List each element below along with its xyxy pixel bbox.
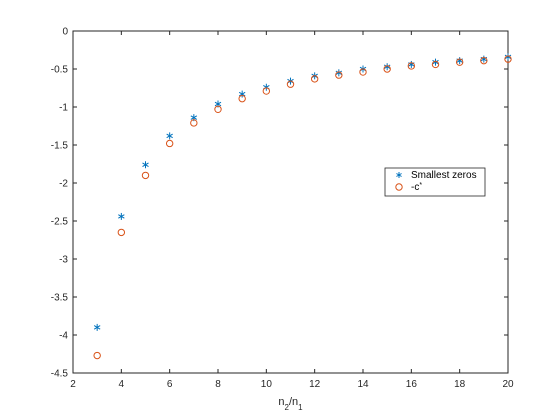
y-tick-label: -1: [59, 103, 68, 114]
x-tick-label: 18: [454, 379, 466, 390]
y-tick-label: -4.5: [51, 369, 69, 380]
x-tick-label: 2: [70, 379, 76, 390]
c-star-point: [431, 60, 440, 69]
x-tick-label: 14: [357, 379, 369, 390]
c-star-point: [214, 105, 222, 113]
y-tick-label: -1.5: [51, 141, 69, 152]
legend-label-smallest-zeros: Smallest zeros: [411, 170, 477, 181]
x-tick-label: 6: [167, 379, 173, 390]
y-tick-label: -0.5: [51, 65, 69, 76]
smallest-zeros-point: [118, 212, 125, 220]
x-tick-label: 10: [261, 379, 273, 390]
c-star-point: [335, 71, 343, 79]
c-star-point: [504, 55, 512, 63]
smallest-zeros-point: [166, 132, 173, 140]
c-star-point: [455, 58, 464, 66]
c-star-point: [238, 94, 246, 103]
legend-entry-c-star: -c*: [395, 182, 422, 194]
y-axis-ticks: 0 -0.5 -1 -1.5 -2 -2.5 -3 -3.5 -4 -4.5: [51, 27, 508, 380]
smallest-zeros-point: [142, 161, 149, 169]
c-star-point: [310, 75, 319, 83]
c-star-point: [165, 139, 174, 148]
smallest-zeros-point: [432, 58, 439, 66]
x-axis-label-separator: /n: [289, 396, 298, 408]
legend-asterisk-marker: [396, 172, 402, 178]
x-axis-label-sub1: 2: [285, 403, 290, 412]
c-star-point: [383, 65, 391, 73]
x-axis-label: n2/n1: [278, 396, 303, 412]
y-tick-label: -2: [59, 179, 68, 190]
y-tick-label: -4: [59, 331, 68, 342]
legend-label-c-star: -c*: [411, 182, 422, 194]
smallest-zeros-point: [504, 53, 512, 61]
x-tick-label: 4: [119, 379, 125, 390]
x-tick-label: 8: [215, 379, 221, 390]
c-star-point: [359, 68, 367, 76]
legend-label-c-star-superscript: *: [419, 182, 422, 189]
svg-text:n2/n1: n2/n1: [278, 396, 303, 412]
smallest-zeros-point: [238, 90, 246, 98]
legend-entry-smallest-zeros: Smallest zeros: [396, 170, 477, 181]
legend: Smallest zeros -c*: [384, 167, 486, 197]
y-tick-label: 0: [62, 27, 68, 38]
smallest-zeros-point: [93, 323, 101, 331]
y-tick-label: -2.5: [51, 217, 69, 228]
smallest-zeros-point: [383, 63, 391, 71]
legend-box: [384, 167, 486, 197]
c-star-point: [286, 80, 295, 88]
y-tick-label: -3.5: [51, 293, 69, 304]
c-star-point: [480, 56, 488, 65]
c-star-point: [117, 228, 126, 237]
x-axis-ticks: 2 4 6 8 10 12 14 16 18 20: [70, 31, 514, 390]
c-star-point: [190, 119, 198, 127]
x-tick-label: 12: [309, 379, 321, 390]
x-tick-label: 20: [502, 379, 514, 390]
c-star-point: [141, 171, 150, 180]
legend-label-c-star-main: -c: [411, 182, 419, 193]
y-tick-label: -3: [59, 255, 68, 266]
x-axis-label-main: n: [278, 396, 284, 408]
smallest-zeros-point: [335, 69, 343, 77]
c-star-point: [262, 87, 271, 95]
c-star-point: [407, 62, 416, 70]
x-tick-label: 16: [406, 379, 418, 390]
x-axis-label-sub2: 1: [298, 403, 303, 412]
plot-area: [72, 30, 509, 374]
data-points: [93, 53, 512, 360]
legend-circle-marker: [395, 183, 403, 191]
c-star-point: [93, 351, 101, 360]
